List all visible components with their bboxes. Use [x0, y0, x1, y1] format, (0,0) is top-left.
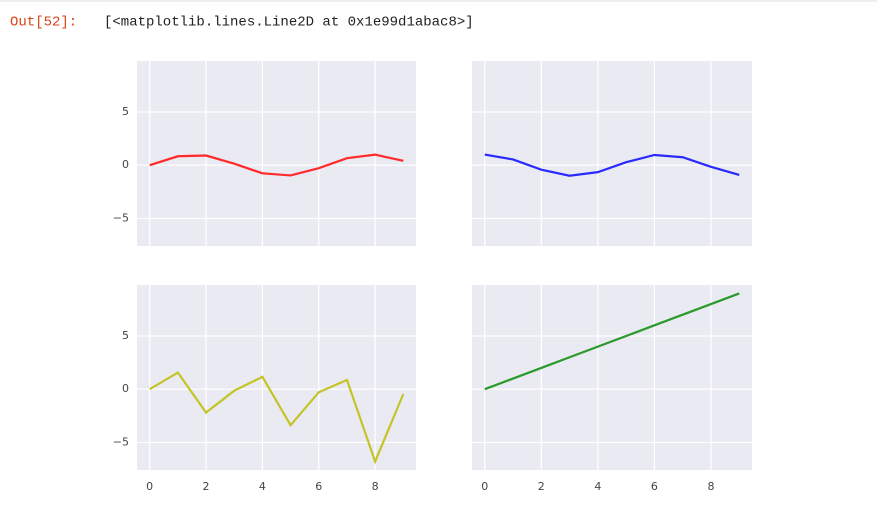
y-tick-label: 0 [122, 158, 129, 171]
y-tick-label: −5 [113, 435, 129, 448]
x-tick-label: 0 [146, 480, 153, 493]
x-tick-label: 8 [707, 480, 714, 493]
plot-area [472, 61, 752, 246]
y-tick-label: 5 [122, 329, 129, 342]
y-tick-label: 0 [122, 382, 129, 395]
x-tick-label: 4 [259, 480, 266, 493]
y-tick-label: 5 [122, 105, 129, 118]
data-line [484, 292, 740, 391]
x-tick-label: 6 [315, 480, 322, 493]
output-text: [<matplotlib.lines.Line2D at 0x1e99d1aba… [104, 15, 474, 31]
x-tick-label: 8 [372, 480, 379, 493]
x-tick-label: 2 [538, 480, 545, 493]
x-tick-label: 6 [651, 480, 658, 493]
x-tick-label: 0 [481, 480, 488, 493]
y-tick-label: −5 [113, 211, 129, 224]
x-tick-label: 2 [203, 480, 210, 493]
output-prompt: Out[52]: [10, 15, 77, 31]
plot-area [137, 285, 416, 470]
x-tick-label: 4 [594, 480, 601, 493]
data-line [149, 153, 404, 177]
plot-area [137, 61, 416, 246]
data-line [149, 371, 405, 465]
data-line [484, 153, 740, 177]
